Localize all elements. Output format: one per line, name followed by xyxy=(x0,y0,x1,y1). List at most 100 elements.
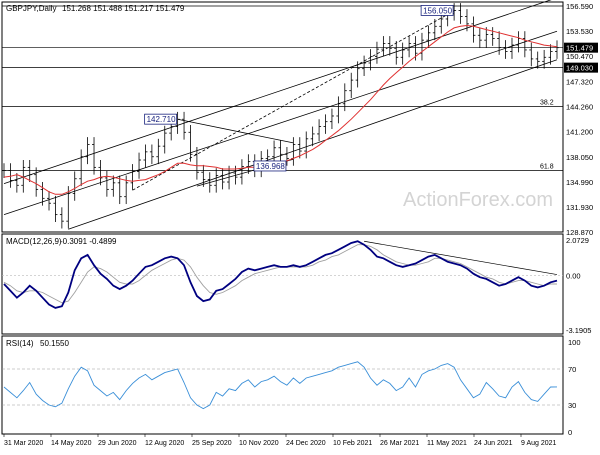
price-bar xyxy=(156,138,161,165)
lower-channel-line-2 xyxy=(3,30,558,216)
price-bar xyxy=(503,40,508,59)
price-axis-label: 144.260 xyxy=(566,103,593,112)
macd-title: MACD(12,26,9) xyxy=(6,237,62,246)
price-bar xyxy=(432,18,437,41)
date-label: 24 Dec 2020 xyxy=(286,440,326,447)
price-panel-frame xyxy=(1,1,564,233)
macd-axis-label: 0.00 xyxy=(566,271,581,280)
watermark: ActionForex.com xyxy=(403,189,553,211)
price-bar xyxy=(407,36,412,58)
price-bar xyxy=(509,37,514,59)
annotation-box xyxy=(253,160,287,172)
price-bar xyxy=(381,36,386,57)
price-bar xyxy=(117,175,122,205)
price-bar xyxy=(143,144,148,168)
rsi-line xyxy=(3,361,558,410)
price-bar xyxy=(542,49,547,69)
annotation-label: 142.710 xyxy=(147,115,176,124)
rsi-axis-label: 70 xyxy=(568,365,576,374)
date-label: 31 Mar 2020 xyxy=(4,440,43,447)
price-bar xyxy=(387,36,392,56)
macd-trend-line xyxy=(364,240,558,275)
price-axis-label: 153.530 xyxy=(566,27,593,36)
annotation-label: 156.050 xyxy=(423,6,452,15)
price-bar xyxy=(355,61,360,88)
price-bar xyxy=(555,40,559,59)
price-bar xyxy=(329,108,334,130)
price-bar xyxy=(79,149,84,187)
price-bar xyxy=(14,173,19,193)
price-bar xyxy=(278,140,283,162)
price-bar xyxy=(419,32,424,61)
price-bar xyxy=(516,31,521,53)
price-axis-label: 141.200 xyxy=(566,127,593,136)
price-bar xyxy=(194,146,199,180)
price-bar xyxy=(368,49,373,71)
price-bar xyxy=(47,190,52,211)
price-bar xyxy=(336,96,341,124)
chart-ohlc: 151.268 151.488 151.217 151.479 xyxy=(62,4,185,13)
price-bar xyxy=(426,25,431,48)
price-bar xyxy=(162,125,167,154)
price-bar xyxy=(342,83,347,112)
price-bar xyxy=(490,27,495,46)
price-bar xyxy=(272,140,277,165)
date-label: 10 Nov 2020 xyxy=(239,440,279,447)
price-bar xyxy=(104,170,109,197)
price-bar xyxy=(323,114,328,134)
rsi-value: 50.1550 xyxy=(40,339,69,348)
price-axis-label: 149.030 xyxy=(566,64,593,73)
price-axis-label: 151.479 xyxy=(566,44,593,53)
fib-label: 38.2 xyxy=(540,100,554,107)
price-highlight-bg xyxy=(564,42,598,53)
price-bar xyxy=(349,72,354,99)
price-bar xyxy=(535,51,540,69)
price-bar xyxy=(175,111,180,134)
price-bar xyxy=(137,152,142,179)
price-axis-label: 134.990 xyxy=(566,178,593,187)
price-bar xyxy=(188,124,193,162)
price-bar xyxy=(310,126,315,147)
date-label: 25 Sep 2020 xyxy=(192,440,232,447)
price-bar xyxy=(182,111,187,140)
price-bar xyxy=(304,131,309,159)
macd-axis-label: 2.0729 xyxy=(566,236,589,245)
annotation-label: 136.968 xyxy=(256,162,285,171)
macd-line xyxy=(3,240,558,309)
rsi-title: RSI(14) xyxy=(6,339,34,348)
price-bar xyxy=(529,42,534,67)
price-bar xyxy=(21,160,26,193)
annotation-142710: 142.710 xyxy=(144,113,178,125)
rsi-layer xyxy=(2,361,563,410)
rsi-axis-label: 100 xyxy=(568,338,581,347)
mid-trend-line xyxy=(132,10,455,191)
price-bar xyxy=(72,171,77,201)
price-bar xyxy=(362,55,367,77)
price-bar xyxy=(477,27,482,48)
upper-channel-line xyxy=(3,0,552,185)
price-bar xyxy=(66,186,71,229)
price-axis-label: 138.050 xyxy=(566,153,593,162)
price-bar xyxy=(207,172,212,193)
price-bar xyxy=(484,27,489,48)
date-label: 9 Aug 2021 xyxy=(521,440,557,447)
price-bar xyxy=(497,31,502,55)
price-bar xyxy=(394,40,399,65)
macd-panel-frame xyxy=(1,233,564,335)
rsi-panel-frame xyxy=(1,335,564,435)
price-bar xyxy=(548,44,553,65)
price-bar xyxy=(374,41,379,64)
macd-layer xyxy=(2,240,563,309)
annotation-box xyxy=(144,113,178,125)
price-bar xyxy=(400,42,405,65)
chart-symbol: GBPJPY,Daily xyxy=(6,4,57,13)
date-label: 12 Aug 2020 xyxy=(145,440,184,447)
price-bar xyxy=(297,137,302,159)
price-bar xyxy=(2,163,6,178)
price-axis-label: 156.590 xyxy=(566,2,593,11)
price-bar xyxy=(214,168,219,193)
price-bar xyxy=(98,160,103,186)
price-bar xyxy=(111,175,116,197)
price-bar xyxy=(239,159,244,185)
